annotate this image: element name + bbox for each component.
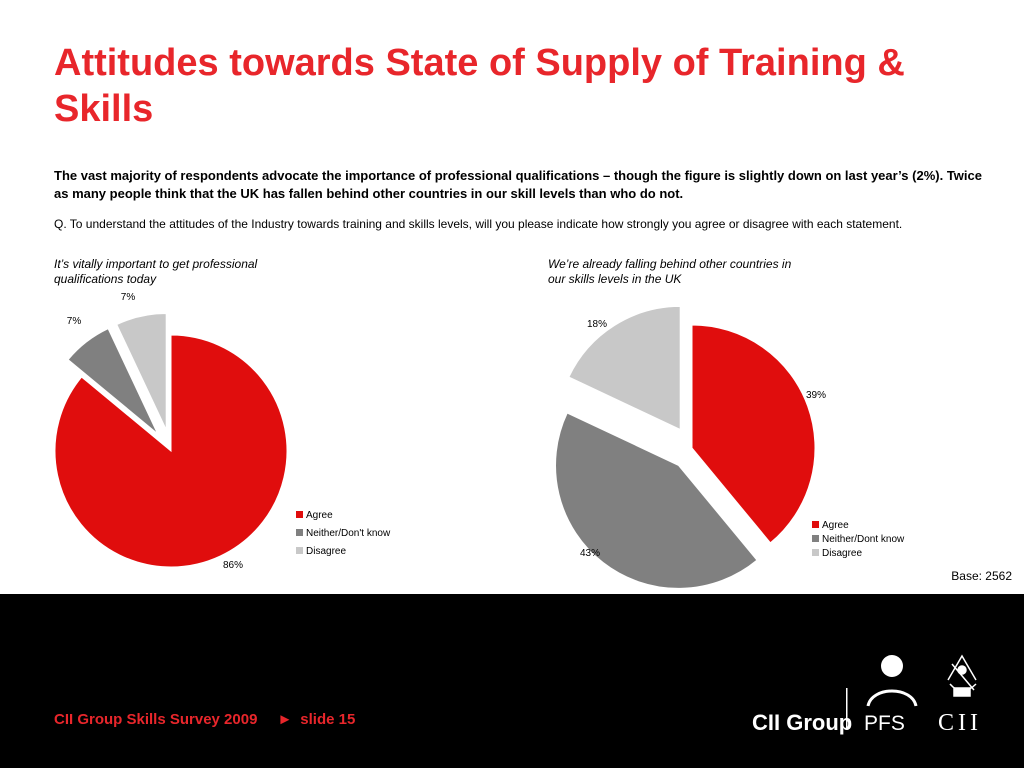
slide-summary: The vast majority of respondents advocat…	[54, 168, 982, 201]
cii-group-logo: CII Group	[752, 710, 852, 735]
pie-value-label: 39%	[806, 390, 826, 401]
pie-value-label: 86%	[223, 560, 243, 571]
pie-slice-disagree	[568, 305, 681, 431]
survey-question: Q. To understand the attitudes of the In…	[54, 217, 903, 231]
survey-name: CII Group Skills Survey 2009	[54, 711, 258, 728]
pie-slice-disagree	[116, 313, 167, 430]
pie-value-label: 7%	[121, 292, 136, 303]
arrow-icon: ►	[277, 711, 293, 728]
legend-swatch	[812, 549, 819, 556]
pie-value-label: 7%	[67, 316, 82, 327]
slide-title: Attitudes towards State of Supply of Tra…	[54, 42, 905, 130]
legend-swatch	[296, 529, 303, 536]
legend-entry: Disagree	[306, 546, 346, 557]
cii-group-logos: CII Group PFS CII	[752, 654, 982, 736]
pie-chart-2: 39% 43% 18% Agree Neither/Dont know Disagree	[555, 305, 905, 589]
legend-swatch	[812, 521, 819, 528]
pie-slice-agree	[54, 334, 288, 568]
logo-divider	[846, 688, 848, 728]
cii-logo: CII	[938, 710, 982, 736]
pie-slice-agree	[691, 324, 816, 544]
pfs-person-icon	[866, 655, 918, 707]
legend-swatch	[296, 547, 303, 554]
legend-entry: Agree	[306, 510, 333, 521]
legend-entry: Disagree	[822, 548, 862, 559]
legend-swatch	[296, 511, 303, 518]
footer-bar: CII Group Skills Survey 2009 ► slide 15 CI…	[0, 594, 1024, 768]
pie-slice-neither-dont-know	[555, 412, 758, 589]
pie-slice-neither-don-t-know	[67, 327, 158, 435]
legend-entry: Neither/Don't know	[306, 528, 391, 539]
base-count: Base: 2562	[951, 569, 1012, 583]
pie-value-label: 43%	[580, 548, 600, 559]
slide-number: slide 15	[300, 711, 356, 728]
chart-2-title: We’re already falling behind other count…	[548, 257, 792, 286]
legend-entry: Agree	[822, 520, 849, 531]
pie-chart-1: 86% 7% 7% Agree Neither/Don't know Disagree	[54, 292, 391, 571]
cii-crest-icon	[947, 654, 977, 697]
legend-swatch	[812, 535, 819, 542]
pfs-logo: PFS	[864, 712, 905, 735]
pie-value-label: 18%	[587, 319, 607, 330]
legend-entry: Neither/Dont know	[822, 534, 905, 545]
chart-1-title: It’s vitally important to get profession…	[54, 257, 258, 286]
footer-caption: CII Group Skills Survey 2009 ► slide 15	[54, 711, 355, 728]
